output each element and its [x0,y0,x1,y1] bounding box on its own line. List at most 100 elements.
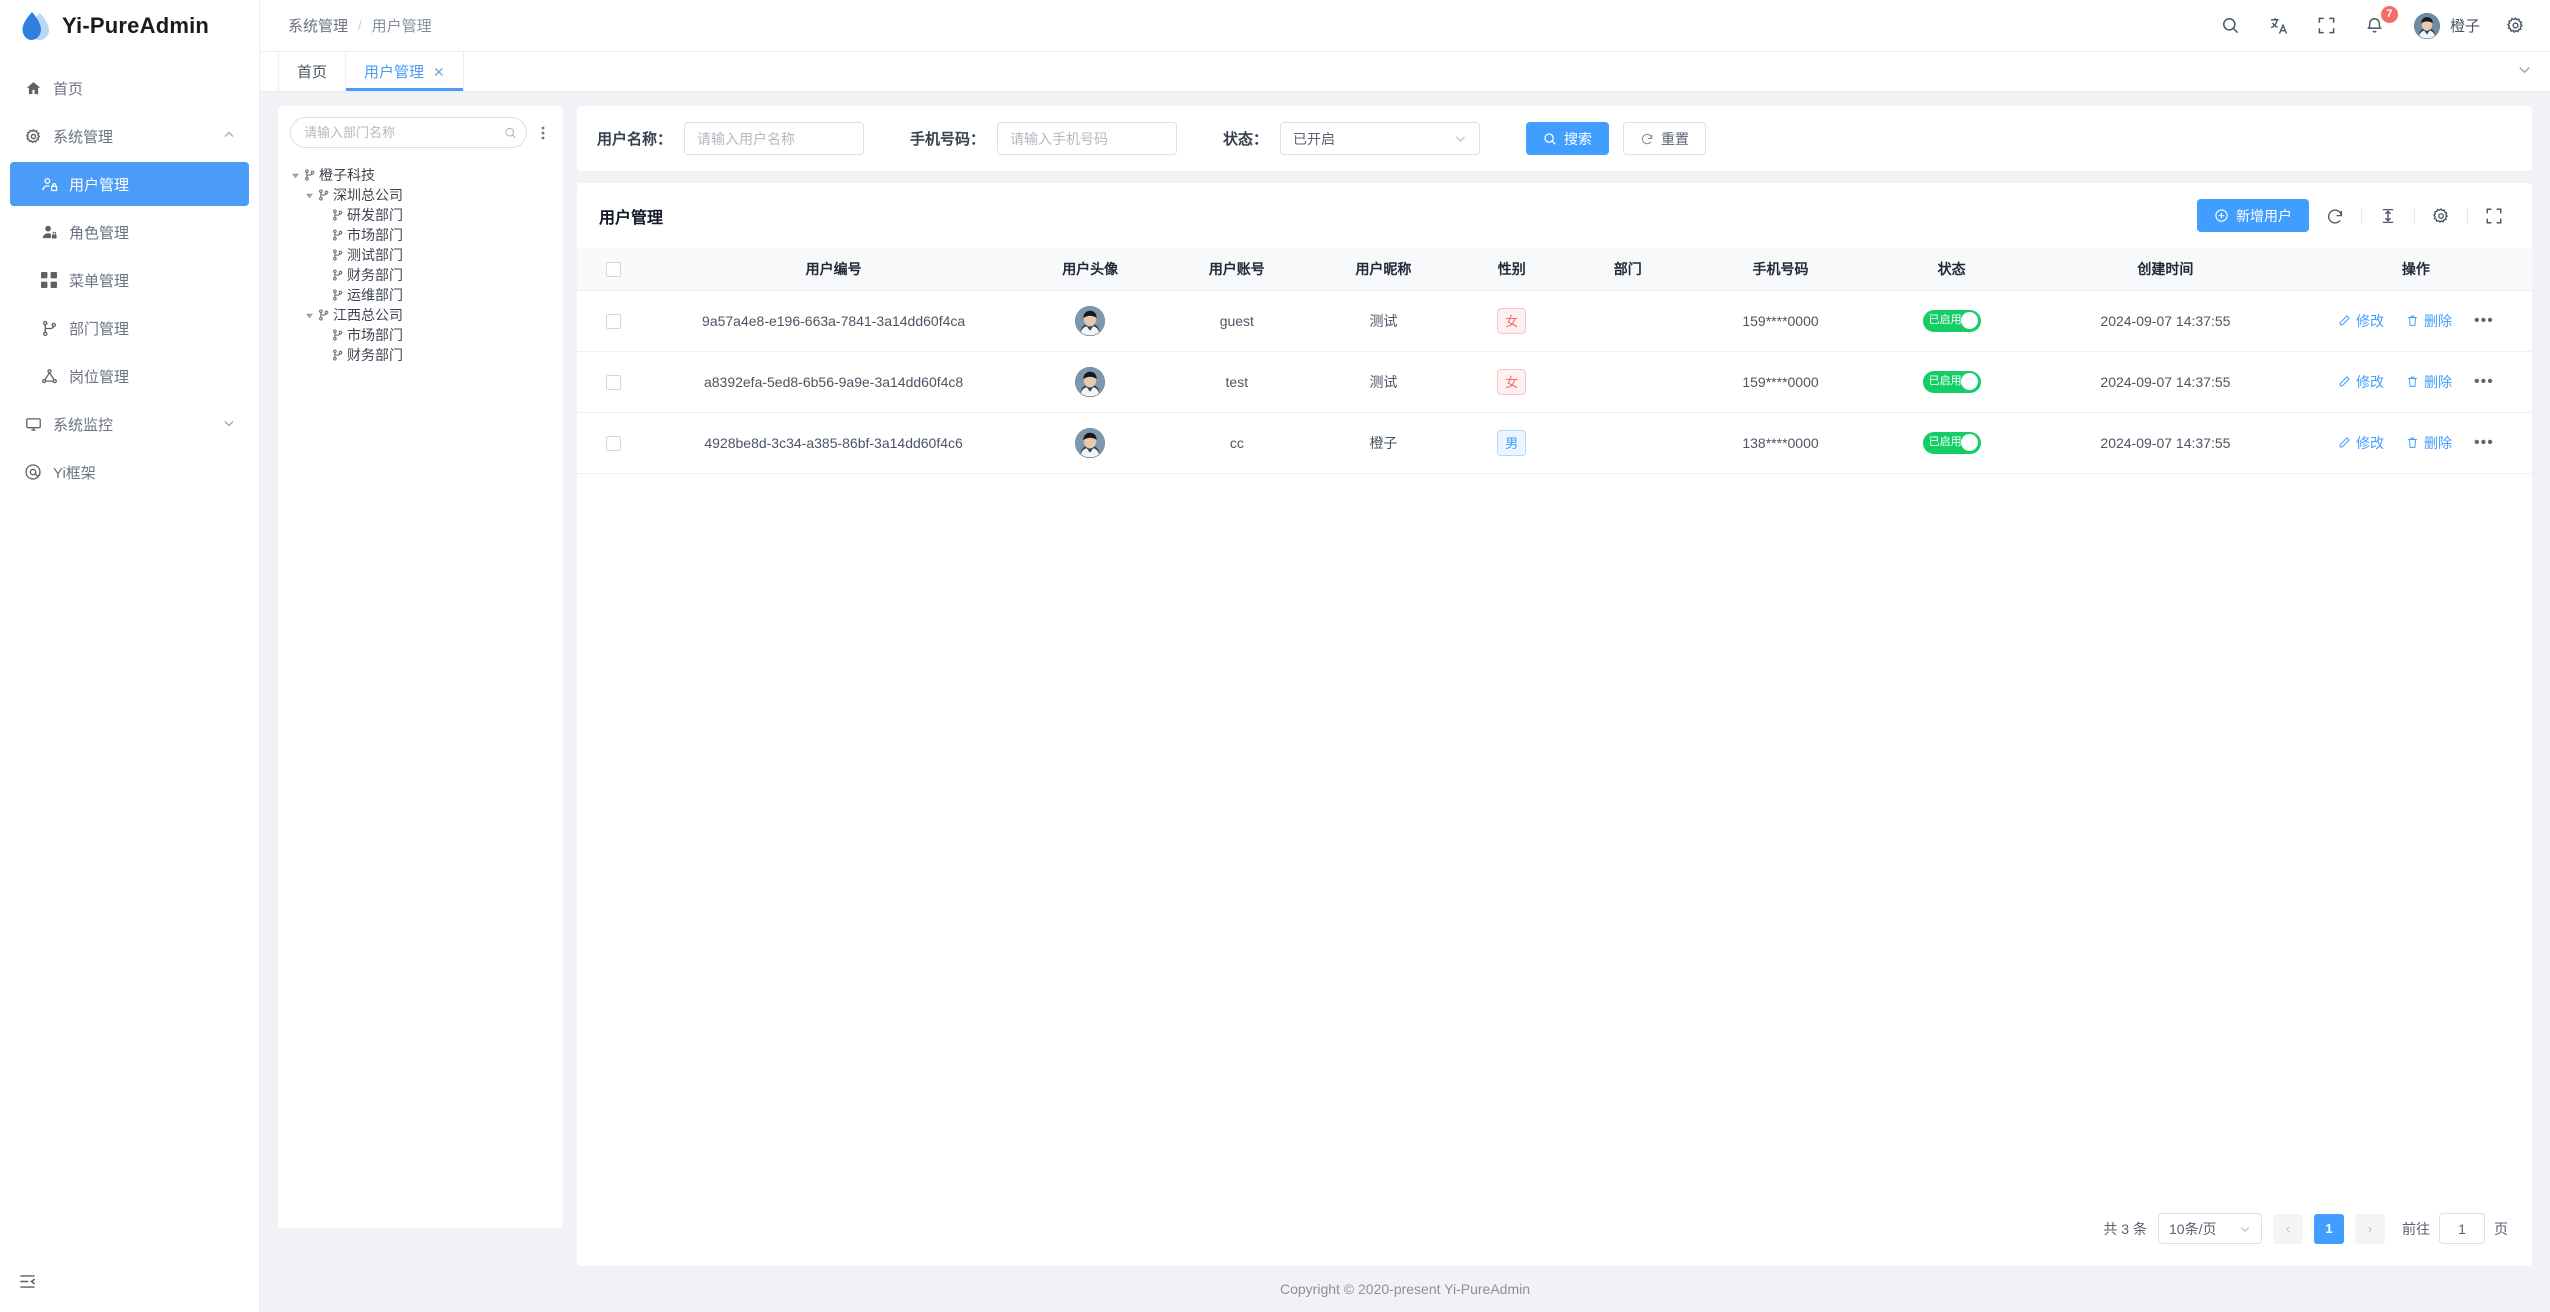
cell-status: 已启用 [1872,351,2031,413]
table-header-row: 用户管理 新增用户 [577,183,2532,248]
sidebar-item-user-management[interactable]: 用户管理 [10,162,249,206]
density-icon[interactable] [2372,200,2404,232]
sidebar-item-post-management[interactable]: 岗位管理 [10,354,249,398]
status-toggle[interactable]: 已启用 [1922,431,1981,454]
tree-node[interactable]: 财务部门 [278,265,563,285]
cell-user-id: a8392efa-5ed8-6b56-9a9e-3a14dd60f4c8 [650,351,1017,413]
dept-search-input[interactable] [290,117,527,148]
cell-actions: 修改 删除 [2299,290,2532,352]
ellipsis-icon[interactable]: ••• [2474,372,2494,390]
table-row[interactable]: 4928be8d-3c34-a385-86bf-3a14dd60f4c6 [577,412,2532,474]
refresh-icon[interactable] [2319,200,2351,232]
caret-down-icon[interactable] [300,311,318,320]
sidebar-item-role-management[interactable]: 角色管理 [10,210,249,254]
sidebar-item-system-monitor[interactable]: 系统监控 [10,402,249,446]
status-toggle-label: 已启用 [1928,375,1962,387]
user-menu[interactable]: 橙子 [2413,12,2480,39]
table-row[interactable]: 9a57a4e8-e196-663a-7841-3a14dd60f4ca [577,290,2532,352]
tree-node[interactable]: 运维部门 [278,285,563,305]
tree-node[interactable]: 市场部门 [278,325,563,345]
search-icon[interactable] [2218,13,2244,39]
edit-button[interactable]: 修改 [2338,372,2384,392]
department-tree: 橙子科技 深圳总公司 [278,159,563,365]
next-page-button[interactable]: › [2355,1213,2385,1244]
column-header-actions: 操作 [2299,248,2532,291]
page-jump-input[interactable] [2439,1213,2485,1244]
caret-down-icon[interactable] [286,171,304,180]
ellipsis-icon[interactable]: ••• [2474,433,2494,451]
edit-button[interactable]: 修改 [2338,433,2384,453]
tree-node[interactable]: 财务部门 [278,345,563,365]
status-toggle[interactable]: 已启用 [1922,370,1981,393]
chevron-down-icon[interactable] [2517,62,2532,82]
tab-home[interactable]: 首页 [278,52,347,91]
gender-badge: 女 [1497,368,1527,395]
tree-node-label: 财务部门 [347,267,403,283]
sidebar-item-dept-management[interactable]: 部门管理 [10,306,249,350]
search-button[interactable]: 搜索 [1526,122,1610,155]
delete-button[interactable]: 删除 [2406,311,2452,331]
column-settings-icon[interactable] [2425,200,2457,232]
breadcrumb-item-system[interactable]: 系统管理 [288,18,349,35]
pagination: 共 3 条 10条/页 ‹ 1 › 前往 [577,1193,2532,1266]
cell-dept [1566,412,1689,474]
collapse-sidebar-icon[interactable] [10,1264,44,1298]
tree-node[interactable]: 市场部门 [278,225,563,245]
fullscreen-icon[interactable] [2478,200,2510,232]
more-vertical-icon[interactable] [533,120,553,146]
tree-node[interactable]: 研发部门 [278,205,563,225]
notification-badge: 7 [2379,4,2399,24]
user-table: 用户编号 用户头像 用户账号 用户昵称 性别 部门 手机号码 状态 创建时间 操… [577,248,2532,474]
page-number-1[interactable]: 1 [2314,1213,2344,1244]
sidebar-item-yi-framework[interactable]: Yi框架 [10,450,249,494]
close-icon[interactable]: ✕ [433,63,445,80]
delete-button[interactable]: 删除 [2406,433,2452,453]
edit-button[interactable]: 修改 [2338,311,2384,331]
brand-title: Yi-PureAdmin [62,13,210,38]
page-size-select[interactable]: 10条/页 [2158,1213,2262,1244]
reset-button[interactable]: 重置 [1623,122,1707,155]
jump-suffix-label: 页 [2494,1220,2508,1237]
status-toggle-label: 已启用 [1928,436,1962,448]
status-select[interactable]: 已开启 [1280,122,1481,155]
cell-account: guest [1163,290,1311,352]
breadcrumb: 系统管理 / 用户管理 [288,15,432,36]
caret-down-icon[interactable] [300,191,318,200]
tab-user-management[interactable]: 用户管理 ✕ [345,52,464,91]
tree-node[interactable]: 测试部门 [278,245,563,265]
sidebar-item-home[interactable]: 首页 [10,66,249,110]
tree-node[interactable]: 江西总公司 [278,305,563,325]
status-toggle[interactable]: 已启用 [1922,309,1981,332]
grid-icon [40,271,58,289]
bell-icon[interactable]: 7 [2362,4,2399,39]
brand-logo[interactable]: Yi-PureAdmin [0,0,259,52]
row-checkbox[interactable] [606,435,622,451]
chevron-down-icon [2239,1223,2251,1235]
delete-button[interactable]: 删除 [2406,372,2452,392]
select-all-checkbox[interactable] [606,262,622,278]
tree-node-label: 运维部门 [347,287,403,303]
cell-dept [1566,351,1689,413]
tree-node[interactable]: 橙子科技 [278,165,563,185]
phone-input[interactable] [997,122,1178,155]
add-user-button[interactable]: 新增用户 [2197,199,2309,232]
column-header-account: 用户账号 [1163,248,1311,291]
row-checkbox[interactable] [606,374,622,390]
search-icon [1543,132,1557,146]
fullscreen-icon[interactable] [2314,13,2340,39]
table-row[interactable]: a8392efa-5ed8-6b56-9a9e-3a14dd60f4c8 [577,351,2532,413]
sidebar-item-menu-management[interactable]: 菜单管理 [10,258,249,302]
user-avatar [1075,427,1106,458]
cell-phone: 138****0000 [1688,412,1873,474]
translate-icon[interactable] [2266,13,2292,39]
username-input[interactable] [684,122,865,155]
gear-icon[interactable] [2502,13,2528,39]
branch-icon [304,169,318,181]
tree-node[interactable]: 深圳总公司 [278,185,563,205]
prev-page-button[interactable]: ‹ [2273,1213,2303,1244]
sidebar: Yi-PureAdmin 首页 系统管理 [0,0,260,1312]
row-checkbox[interactable] [606,313,622,329]
sidebar-item-system[interactable]: 系统管理 [10,114,249,158]
cell-actions: 修改 删除 [2299,412,2532,474]
ellipsis-icon[interactable]: ••• [2474,311,2494,329]
